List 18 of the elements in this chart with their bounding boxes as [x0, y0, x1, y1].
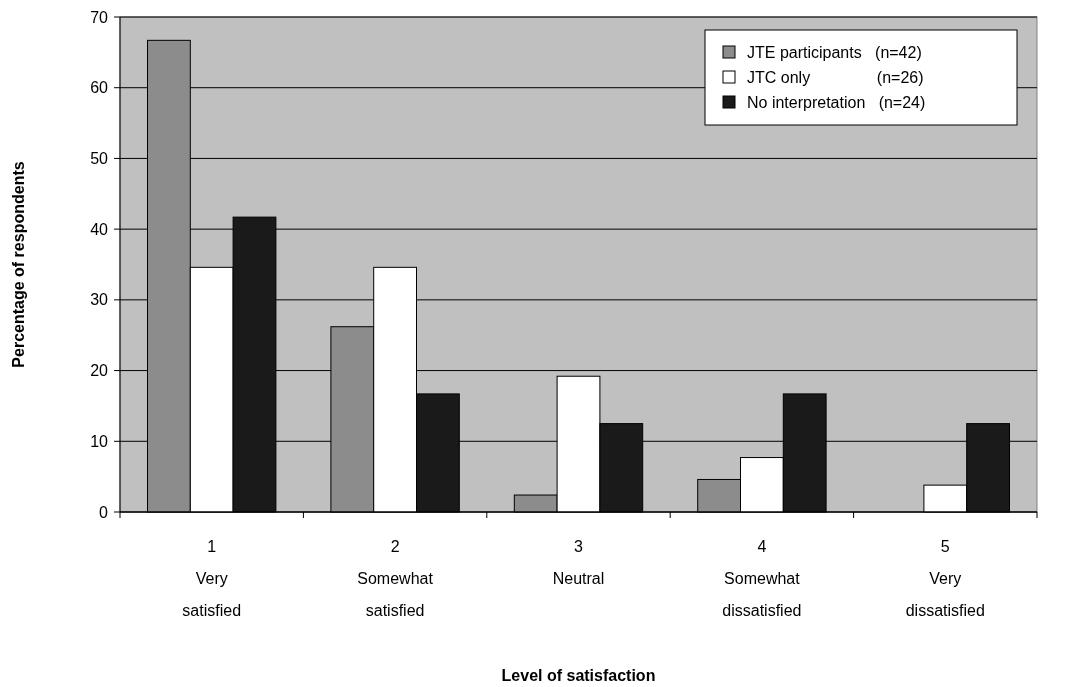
y-tick-label: 10: [90, 432, 109, 450]
x-tick-label: 4 Somewhat dissatisfied: [722, 538, 802, 619]
x-tick-label: 1 Very satisfied: [182, 538, 242, 619]
legend-label: JTC only (n=26): [747, 68, 924, 86]
y-tick-label: 70: [90, 8, 109, 26]
x-axis-title: Level of satisfaction: [501, 667, 656, 684]
x-tick-label: 3 Neutral: [552, 538, 605, 587]
legend-label: No interpretation (n=24): [747, 93, 926, 111]
y-tick-label: 40: [90, 220, 109, 238]
legend-label: JTE participants (n=42): [747, 43, 922, 61]
y-tick-label: 50: [90, 150, 109, 168]
y-axis-title: Percentage of respondents: [10, 161, 27, 368]
x-tick-label: 2 Somewhat satisfied: [357, 538, 434, 619]
x-tick-label: 5 Very dissatisfied: [905, 538, 985, 619]
y-tick-label: 30: [90, 291, 109, 309]
y-tick-label: 0: [99, 503, 109, 521]
y-tick-label: 60: [90, 79, 109, 97]
y-tick-label: 20: [90, 362, 109, 380]
